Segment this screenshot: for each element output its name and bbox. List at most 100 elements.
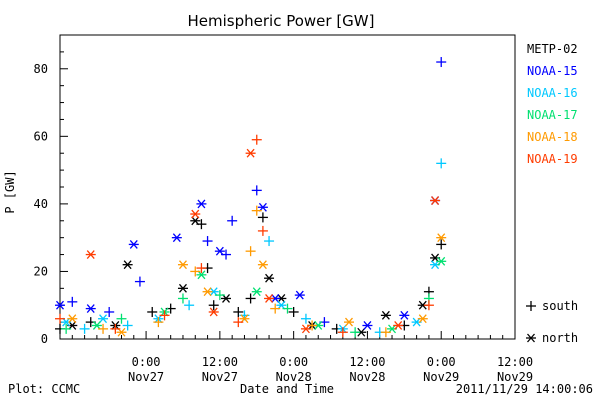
data-point bbox=[417, 314, 428, 324]
x-tick-label: 0:00 bbox=[279, 355, 308, 369]
data-point bbox=[430, 196, 441, 205]
north-marker-icon bbox=[526, 333, 536, 343]
data-point bbox=[190, 266, 201, 277]
data-point bbox=[67, 296, 78, 307]
footer-right: 2011/11/29 14:00:06 bbox=[456, 382, 593, 396]
data-point bbox=[91, 321, 102, 330]
data-point bbox=[122, 260, 133, 270]
data-point bbox=[177, 260, 188, 270]
data-point bbox=[257, 212, 268, 223]
data-point bbox=[196, 270, 207, 280]
data-point bbox=[159, 310, 170, 321]
data-point bbox=[300, 313, 311, 324]
data-point bbox=[214, 246, 225, 256]
data-point bbox=[196, 199, 207, 209]
data-point bbox=[79, 323, 90, 334]
data-point bbox=[171, 233, 182, 243]
data-point bbox=[190, 209, 201, 219]
data-point bbox=[122, 320, 133, 331]
data-point bbox=[264, 294, 275, 303]
data-point bbox=[436, 233, 447, 243]
x-axis-label: Date and Time bbox=[240, 382, 334, 396]
data-point bbox=[116, 327, 127, 337]
chart-title: Hemispheric Power [GW] bbox=[188, 12, 375, 30]
x-axis: 0:00Nov2712:00Nov270:00Nov2812:00Nov280:… bbox=[59, 331, 533, 384]
data-point bbox=[300, 324, 311, 334]
data-point bbox=[270, 303, 281, 314]
x-tick-label: 0:00 bbox=[132, 355, 161, 369]
data-point bbox=[147, 306, 158, 317]
data-point bbox=[436, 239, 447, 250]
data-points bbox=[55, 57, 447, 338]
footer-left: Plot: CCMC bbox=[8, 382, 80, 396]
data-point bbox=[251, 205, 262, 216]
x-tick-label: 12:00 bbox=[202, 355, 238, 369]
data-point bbox=[350, 327, 361, 338]
data-point bbox=[233, 306, 244, 317]
data-point bbox=[85, 250, 96, 259]
y-tick-label: 60 bbox=[34, 129, 48, 143]
x-tick-label: Nov28 bbox=[276, 370, 312, 384]
marker-legend-label: north bbox=[542, 331, 578, 345]
legend-entry: METP-02 bbox=[527, 42, 578, 56]
data-point bbox=[239, 314, 250, 324]
data-point bbox=[251, 287, 262, 297]
data-point bbox=[190, 216, 201, 226]
data-point bbox=[264, 273, 275, 283]
data-point bbox=[276, 300, 287, 310]
marker-legend-label: south bbox=[542, 299, 578, 313]
data-point bbox=[257, 202, 268, 212]
data-point bbox=[116, 313, 127, 324]
x-tick-label: 12:00 bbox=[349, 355, 385, 369]
y-tick-label: 80 bbox=[34, 62, 48, 76]
data-point bbox=[98, 314, 109, 324]
x-tick-label: 12:00 bbox=[497, 355, 533, 369]
legend-entry: NOAA-18 bbox=[527, 130, 578, 144]
data-point bbox=[184, 300, 195, 311]
legend-entry: NOAA-17 bbox=[527, 108, 578, 122]
data-point bbox=[251, 185, 262, 196]
legend-entry: NOAA-15 bbox=[527, 64, 578, 78]
data-point bbox=[294, 290, 305, 300]
data-point bbox=[288, 306, 299, 317]
data-point bbox=[436, 158, 447, 169]
data-point bbox=[221, 294, 232, 303]
legend-entry: NOAA-19 bbox=[527, 152, 578, 166]
x-tick-label: Nov27 bbox=[202, 370, 238, 384]
data-point bbox=[380, 310, 391, 320]
x-tick-label: Nov29 bbox=[497, 370, 533, 384]
marker-legend: south north bbox=[526, 299, 578, 345]
data-point bbox=[202, 236, 213, 247]
data-point bbox=[55, 300, 65, 310]
data-point bbox=[257, 225, 268, 236]
data-point bbox=[98, 323, 109, 334]
y-tick-label: 20 bbox=[34, 264, 48, 278]
x-tick-label: 0:00 bbox=[427, 355, 456, 369]
data-point bbox=[61, 323, 72, 334]
data-point bbox=[245, 246, 256, 257]
data-point bbox=[264, 236, 275, 247]
data-point bbox=[257, 260, 268, 270]
data-point bbox=[177, 283, 188, 293]
data-point bbox=[104, 306, 115, 317]
data-point bbox=[337, 327, 348, 338]
data-point bbox=[423, 300, 434, 311]
legend-entry: NOAA-16 bbox=[527, 86, 578, 100]
south-marker-icon bbox=[526, 301, 536, 311]
data-point bbox=[436, 57, 447, 68]
y-axis-label: P [GW] bbox=[3, 170, 17, 213]
y-tick-label: 40 bbox=[34, 197, 48, 211]
y-tick-label: 0 bbox=[41, 332, 48, 346]
data-point bbox=[436, 256, 447, 266]
data-point bbox=[214, 290, 225, 301]
data-point bbox=[208, 307, 219, 317]
data-point bbox=[221, 249, 232, 260]
series-legend: METP-02 NOAA-15 NOAA-16 NOAA-17 NOAA-18 NOAA-… bbox=[527, 42, 578, 166]
data-point bbox=[245, 148, 256, 158]
data-point bbox=[393, 321, 404, 330]
data-point bbox=[202, 287, 213, 297]
x-tick-label: Nov27 bbox=[128, 370, 164, 384]
data-point bbox=[153, 317, 164, 328]
data-point bbox=[196, 219, 207, 230]
